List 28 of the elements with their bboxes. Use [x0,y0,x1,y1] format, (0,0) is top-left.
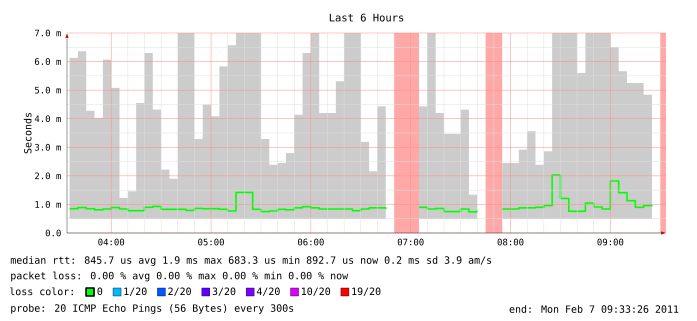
y-tick-label: 4.0 m [34,115,61,122]
legend-label: 4/20 [256,288,280,296]
x-tick-label: 04:00 [98,238,124,246]
legend-label: 2/20 [168,288,191,296]
y-tick-label: 5.0 m [34,86,61,94]
text: median rtt: 845.7 us avg 1.9 ms max 683.3 us min 892.7 us now 0.2 ms sd 3.9 am/s [10,256,492,266]
legend-label: 10/20 [302,288,330,296]
x-tick-label: 05:00 [198,238,224,246]
y-tick-label: 0.0 [46,230,61,236]
x-tick-label: 07:00 [398,238,424,246]
legend-title: loss color: [10,287,73,296]
legend-label: 0 [97,288,102,296]
text: end: Mon Feb 7 09:33:26 2011 [510,305,678,313]
x-tick-label: 08:00 [498,238,524,246]
y-tick-label: 2.0 m [35,172,61,180]
text: packet loss: 0.00 % avg 0.00 % max 0.00 % min 0.00 % now [11,272,348,282]
x-tick-label: 06:00 [298,238,324,246]
y-axis-title: Seconds [24,112,32,154]
y-tick-label: 6.0 m [34,58,61,65]
text: probe: 20 ICMP Echo Pings (56 Bytes) every 300s [11,304,294,314]
legend-label: 1/20 [124,288,147,296]
legend-label: 19/20 [352,288,380,296]
y-tick-label: 7.0 m [34,30,61,36]
legend-label: 3/20 [212,288,236,296]
x-tick-label: 09:00 [597,238,624,246]
y-tick-label: 1.0 m [35,201,61,208]
chart-title: Last 6 Hours [330,14,404,22]
y-tick-label: 3.0 m [34,144,61,151]
